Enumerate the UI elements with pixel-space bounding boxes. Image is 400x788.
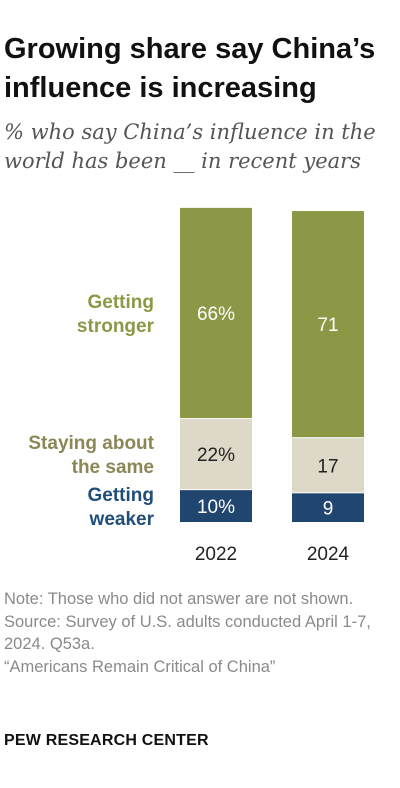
source-text: Source: Survey of U.S. adults conducted …: [4, 612, 371, 654]
legend-label-line: the same: [72, 457, 154, 478]
bar-segment: [292, 493, 364, 522]
legend-label: Staying about the same: [28, 433, 154, 478]
bar-segment: [292, 211, 364, 438]
bar-segment: [292, 438, 364, 493]
data-label: 10%: [197, 497, 235, 518]
legend-label: Getting stronger: [77, 292, 155, 337]
bar-segment: [180, 207, 252, 419]
note-text: Note: Those who did not answer are not s…: [4, 590, 354, 608]
legend-label-line: Staying about: [28, 433, 154, 454]
legend-label-line: Getting: [88, 292, 155, 313]
stacked-bar-chart: 10% 22% 66% 2022 9 17 71 2024 Getting weaker Stayi…: [28, 207, 364, 565]
data-label: 9: [323, 499, 334, 520]
data-label: 17: [317, 456, 338, 477]
legend-label: Getting weaker: [88, 485, 155, 530]
x-tick-label: 2022: [195, 544, 237, 565]
bar-segment: [180, 490, 252, 522]
legend-label-line: stronger: [77, 316, 155, 337]
legend-label-line: Getting: [88, 485, 155, 506]
report-title: “Americans Remain Critical of China”: [4, 657, 276, 676]
footnote: Note: Those who did not answer are not s…: [4, 588, 394, 678]
chart-title: Growing share say China’s influence is i…: [4, 33, 376, 104]
legend-label-line: weaker: [89, 509, 155, 530]
data-label: 22%: [197, 445, 235, 466]
bar-segment: [180, 419, 252, 490]
brand-logo-text: PEW RESEARCH CENTER: [4, 732, 209, 749]
data-label: 71: [317, 315, 338, 336]
x-tick-label: 2024: [307, 544, 350, 565]
chart-subtitle: % who say China’s influence in the world…: [4, 120, 376, 173]
data-label: 66%: [197, 304, 235, 325]
